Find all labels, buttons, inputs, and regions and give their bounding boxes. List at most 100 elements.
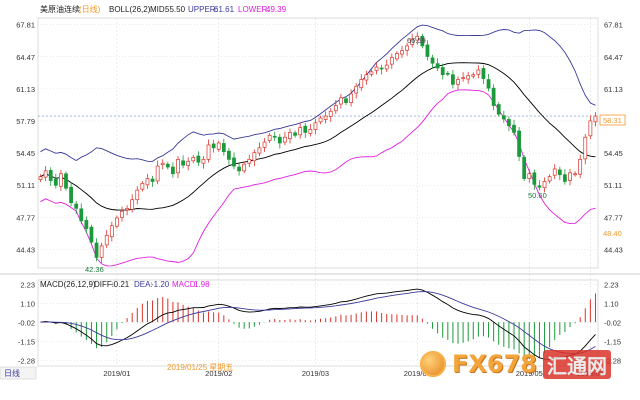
candle — [191, 155, 196, 164]
candle — [227, 148, 231, 165]
candle-body — [440, 67, 445, 76]
candle — [84, 216, 89, 234]
candle — [369, 69, 374, 77]
candle-body — [445, 72, 450, 75]
price-tick-left: 61.13 — [16, 85, 35, 94]
candle — [232, 152, 236, 170]
candle — [440, 63, 445, 80]
price-tick-left: 54.45 — [16, 149, 35, 158]
candle-body — [257, 147, 262, 154]
candle-body — [155, 165, 160, 182]
candle-body — [104, 234, 109, 246]
candle-body — [277, 136, 282, 144]
candle — [557, 166, 562, 181]
candle — [466, 71, 471, 84]
candle — [552, 164, 557, 180]
candle-body — [557, 169, 562, 176]
candle — [512, 119, 516, 136]
candle — [425, 40, 430, 61]
candle — [593, 112, 598, 127]
candle — [374, 62, 379, 75]
candle-body — [130, 199, 135, 210]
candle — [196, 151, 201, 167]
price-tick-left: 47.77 — [16, 213, 35, 222]
candle-body — [583, 136, 588, 160]
candle — [145, 173, 150, 189]
candle-body — [201, 158, 206, 164]
candle-body — [512, 124, 516, 133]
candle-body — [552, 168, 557, 176]
candle-body — [344, 98, 348, 103]
candle-body — [69, 186, 73, 203]
candle — [583, 134, 588, 165]
candle — [150, 175, 155, 187]
candle — [252, 149, 257, 167]
candle-body — [476, 69, 481, 75]
current-price-value: 58.31 — [603, 116, 622, 125]
price-tick-right: 64.47 — [604, 53, 623, 62]
macd-tick-left: -2.28 — [18, 357, 35, 366]
chart-period: (日线) — [79, 4, 101, 14]
candle-body — [267, 134, 272, 141]
candle — [471, 72, 476, 79]
candle-body — [125, 208, 129, 211]
candle-body — [94, 242, 99, 258]
candle — [277, 134, 282, 149]
candle-body — [328, 110, 333, 117]
candle — [501, 110, 506, 123]
price-tick-left: 44.43 — [16, 245, 35, 254]
candle-body — [171, 166, 175, 175]
x-tick-label: 2019/02 — [205, 369, 232, 378]
macd-panel — [40, 288, 596, 360]
candle-body — [430, 57, 435, 64]
macd-tick-right: 1.10 — [604, 300, 619, 309]
price-tick-right: 54.45 — [604, 149, 623, 158]
candle — [456, 76, 460, 90]
candle — [74, 200, 79, 214]
candle-body — [379, 67, 384, 70]
candle-body — [354, 85, 359, 94]
price-tick-right: 44.43 — [604, 245, 623, 254]
candle-body — [425, 44, 430, 57]
x-tick-label: 2019/01 — [103, 369, 130, 378]
macd-dea-line — [40, 291, 596, 355]
watermark-brand: FX678 — [452, 350, 537, 378]
candle-body — [64, 173, 68, 189]
candle-body — [389, 57, 394, 65]
hover-date: 2019/01/25 星期五 — [167, 363, 233, 372]
candle-body — [221, 143, 226, 153]
candle-body — [527, 173, 532, 179]
candle-body — [588, 120, 593, 137]
period-tab-label: 日线 — [4, 368, 20, 378]
candle-body — [145, 178, 150, 186]
candle — [267, 132, 272, 143]
macd-tick-right: -2.28 — [604, 357, 621, 366]
candle — [461, 72, 465, 82]
candle — [563, 169, 567, 185]
candle — [354, 83, 359, 99]
x-tick-label: 2019/05 — [516, 369, 543, 378]
price-tick-right: 47.77 — [604, 213, 623, 222]
candle — [527, 169, 532, 183]
candle-body — [206, 144, 211, 160]
candle-body — [115, 217, 119, 227]
price-tick-left: 51.11 — [17, 181, 35, 190]
candle — [130, 194, 135, 213]
candle — [451, 70, 455, 89]
candle-body — [400, 50, 404, 55]
candle-body — [537, 185, 542, 188]
candle-body — [318, 117, 323, 123]
candle-body — [308, 129, 313, 134]
candle-body — [547, 176, 552, 182]
candle — [43, 166, 48, 182]
candle — [64, 171, 68, 191]
macd-tick-left: -1.15 — [18, 338, 35, 347]
macd-frame — [37, 279, 599, 367]
candle-body — [186, 160, 191, 166]
period-tab[interactable] — [0, 366, 37, 380]
candle — [359, 74, 364, 91]
candle-body — [415, 35, 420, 41]
candle — [38, 174, 43, 182]
macd-diff-value: -0.21 — [111, 280, 130, 289]
coin-logo-icon — [420, 351, 446, 377]
